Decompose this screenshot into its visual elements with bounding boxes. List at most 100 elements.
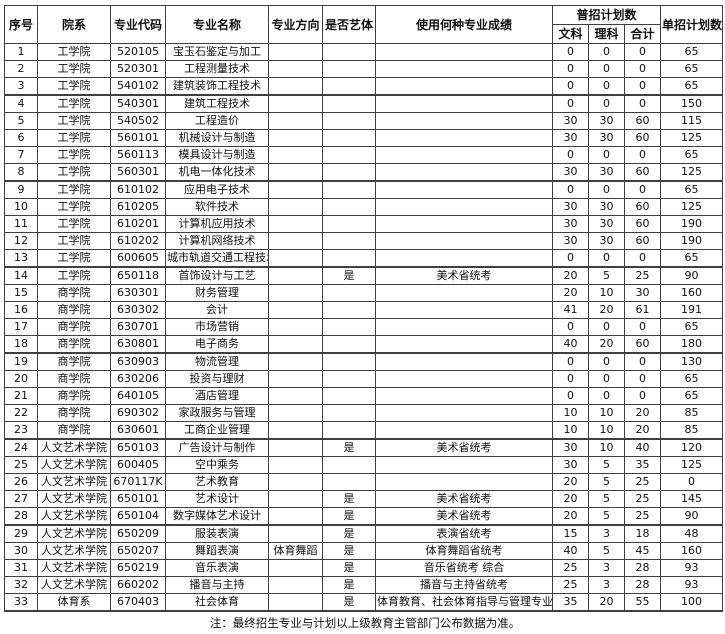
cell-code: 520301 xyxy=(110,60,166,78)
cell-code: 670403 xyxy=(110,593,166,612)
cell-dept: 商学院 xyxy=(37,301,111,319)
cell-art xyxy=(322,94,376,113)
table-row: 15 商学院 630301 财务管理 20 10 30 160 xyxy=(4,284,724,302)
cell-no: 28 xyxy=(4,507,38,526)
cell-name: 工程测量技术 xyxy=(165,60,269,78)
cell-direction xyxy=(268,473,323,491)
cell-dept: 工学院 xyxy=(37,249,111,268)
cell-total: 61 xyxy=(623,301,662,319)
cell-wen: 30 xyxy=(552,456,589,474)
cell-single: 93 xyxy=(660,559,724,577)
cell-direction xyxy=(268,94,323,113)
cell-score xyxy=(375,249,553,268)
cell-art xyxy=(322,232,376,250)
enrollment-plan-table: 序号 院系 专业代码 专业名称 专业方向 是否艺体 使用何种专业成绩 普招计划数… xyxy=(4,5,724,612)
cell-single: 85 xyxy=(660,421,724,440)
cell-name: 机电一体化技术 xyxy=(165,163,269,182)
cell-total: 60 xyxy=(623,112,662,130)
cell-li: 0 xyxy=(588,180,625,199)
cell-wen: 0 xyxy=(552,370,589,388)
cell-code: 540502 xyxy=(110,112,166,130)
cell-code: 560101 xyxy=(110,129,166,147)
cell-wen: 0 xyxy=(552,249,589,268)
table-row: 22 商学院 690302 家政服务与管理 10 10 20 85 xyxy=(4,404,724,422)
cell-single: 65 xyxy=(660,60,724,78)
cell-code: 630302 xyxy=(110,301,166,319)
cell-dept: 工学院 xyxy=(37,77,111,96)
cell-art xyxy=(322,352,376,371)
cell-direction xyxy=(268,456,323,474)
cell-score: 美术省统考 xyxy=(375,507,553,526)
cell-name: 工商企业管理 xyxy=(165,421,269,440)
cell-direction xyxy=(268,507,323,526)
cell-no: 11 xyxy=(4,215,38,233)
cell-name: 社会体育 xyxy=(165,593,269,612)
cell-no: 8 xyxy=(4,163,38,182)
cell-single: 160 xyxy=(660,542,724,560)
table-row: 30 人文艺术学院 650207 舞蹈表演 体育舞蹈是体育舞蹈省统考 40 5 45 160 xyxy=(4,542,724,560)
cell-no: 29 xyxy=(4,524,38,543)
col-header-direction: 专业方向 xyxy=(268,5,323,44)
cell-total: 25 xyxy=(623,490,662,508)
cell-name: 建筑工程技术 xyxy=(165,94,269,113)
cell-name: 空中乘务 xyxy=(165,456,269,474)
cell-total: 0 xyxy=(623,387,662,405)
table-row: 21 商学院 640105 酒店管理 0 0 0 65 xyxy=(4,387,724,405)
cell-li: 5 xyxy=(588,507,625,526)
col-header-dept: 院系 xyxy=(37,5,111,44)
cell-dept: 工学院 xyxy=(37,232,111,250)
cell-dept: 工学院 xyxy=(37,266,111,285)
cell-code: 630801 xyxy=(110,335,166,354)
cell-li: 3 xyxy=(588,559,625,577)
table-row: 20 商学院 630206 投资与理财 0 0 0 65 xyxy=(4,370,724,388)
cell-score xyxy=(375,318,553,336)
cell-no: 23 xyxy=(4,421,38,440)
cell-name: 艺术教育 xyxy=(165,473,269,491)
cell-name: 建筑装饰工程技术 xyxy=(165,77,269,96)
cell-no: 2 xyxy=(4,60,38,78)
cell-wen: 10 xyxy=(552,421,589,440)
cell-wen: 15 xyxy=(552,524,589,543)
cell-art xyxy=(322,421,376,440)
cell-dept: 工学院 xyxy=(37,94,111,113)
cell-art xyxy=(322,473,376,491)
cell-wen: 30 xyxy=(552,112,589,130)
cell-single: 65 xyxy=(660,370,724,388)
cell-dept: 人文艺术学院 xyxy=(37,507,111,526)
cell-art xyxy=(322,318,376,336)
cell-dept: 商学院 xyxy=(37,284,111,302)
cell-direction xyxy=(268,198,323,216)
cell-single: 125 xyxy=(660,198,724,216)
cell-code: 610102 xyxy=(110,180,166,199)
cell-total: 30 xyxy=(623,284,662,302)
cell-dept: 人文艺术学院 xyxy=(37,490,111,508)
table-row: 1 工学院 520105 宝玉石鉴定与加工 0 0 0 65 xyxy=(4,43,724,61)
cell-art xyxy=(322,301,376,319)
cell-li: 0 xyxy=(588,94,625,113)
cell-li: 0 xyxy=(588,249,625,268)
cell-wen: 0 xyxy=(552,180,589,199)
cell-direction xyxy=(268,387,323,405)
cell-name: 计算机网络技术 xyxy=(165,232,269,250)
cell-no: 14 xyxy=(4,266,38,285)
cell-direction xyxy=(268,559,323,577)
cell-no: 15 xyxy=(4,284,38,302)
cell-no: 31 xyxy=(4,559,38,577)
cell-single: 65 xyxy=(660,318,724,336)
table-header: 序号 院系 专业代码 专业名称 专业方向 是否艺体 使用何种专业成绩 普招计划数… xyxy=(4,5,724,44)
table-row: 9 工学院 610102 应用电子技术 0 0 0 65 xyxy=(4,180,724,199)
cell-score xyxy=(375,198,553,216)
cell-no: 5 xyxy=(4,112,38,130)
table-row: 31 人文艺术学院 650219 音乐表演 是音乐省统考 综合 25 3 28 93 xyxy=(4,559,724,577)
cell-single: 65 xyxy=(660,387,724,405)
table-row: 27 人文艺术学院 650101 艺术设计 是美术省统考 20 5 25 145 xyxy=(4,490,724,508)
cell-li: 30 xyxy=(588,129,625,147)
col-header-wen: 文科 xyxy=(552,24,589,44)
cell-name: 数字媒体艺术设计 xyxy=(165,507,269,526)
cell-score: 音乐省统考 综合 xyxy=(375,559,553,577)
cell-art: 是 xyxy=(322,490,376,508)
cell-score xyxy=(375,112,553,130)
cell-single: 85 xyxy=(660,404,724,422)
cell-no: 21 xyxy=(4,387,38,405)
cell-li: 3 xyxy=(588,524,625,543)
